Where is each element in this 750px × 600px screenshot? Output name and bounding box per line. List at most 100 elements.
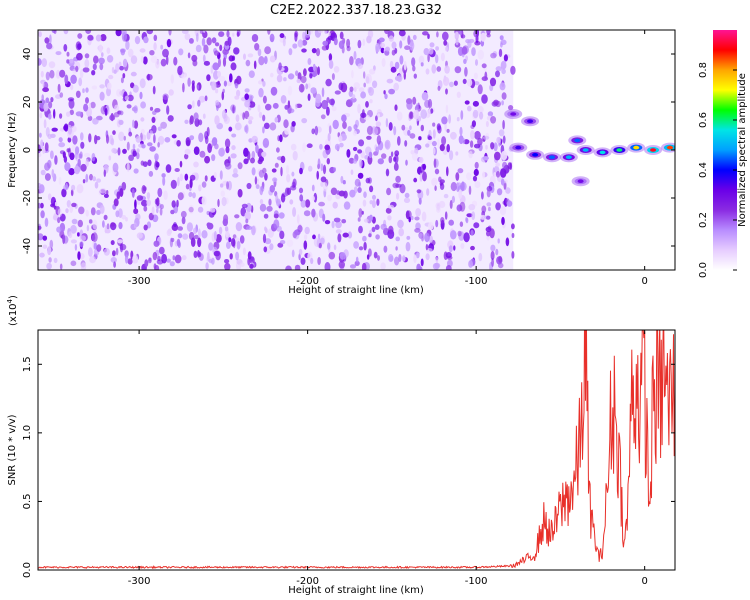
noise-speck	[70, 224, 77, 234]
noise-speck	[262, 126, 265, 134]
noise-speck	[235, 251, 240, 261]
noise-speck	[93, 55, 99, 64]
noise-speck	[300, 257, 306, 265]
noise-speck	[497, 262, 504, 269]
noise-speck	[189, 178, 193, 189]
noise-speck	[150, 130, 153, 135]
noise-speck	[63, 44, 68, 52]
noise-speck	[315, 93, 322, 104]
noise-speck	[165, 164, 172, 173]
noise-speck	[331, 220, 335, 229]
noise-speck	[372, 80, 378, 89]
noise-speck	[146, 131, 151, 140]
noise-speck	[485, 226, 492, 233]
noise-speck	[248, 101, 256, 108]
noise-speck	[44, 142, 49, 152]
noise-speck	[423, 48, 430, 56]
noise-speck	[363, 71, 366, 79]
noise-speck	[490, 116, 497, 124]
noise-speck	[338, 190, 346, 197]
noise-speck	[80, 163, 87, 172]
noise-speck	[207, 143, 213, 154]
noise-speck	[168, 30, 172, 36]
noise-speck	[332, 119, 339, 130]
noise-speck	[48, 257, 52, 263]
noise-speck	[96, 209, 101, 215]
noise-speck	[258, 111, 263, 119]
noise-speck	[185, 137, 191, 146]
noise-speck	[486, 33, 491, 38]
noise-speck	[317, 66, 320, 76]
noise-speck	[291, 171, 295, 177]
noise-speck	[453, 80, 458, 86]
noise-speck	[48, 101, 53, 109]
noise-speck	[157, 126, 162, 132]
noise-speck	[411, 152, 419, 161]
noise-speck	[500, 150, 508, 161]
noise-speck	[113, 261, 116, 268]
noise-speck	[38, 58, 42, 66]
noise-speck	[462, 78, 467, 85]
noise-speck	[357, 187, 362, 193]
noise-speck	[327, 32, 331, 37]
noise-speck	[40, 139, 44, 150]
noise-speck	[324, 262, 331, 270]
noise-speck	[405, 241, 411, 252]
noise-speck	[386, 78, 394, 84]
noise-speck	[244, 100, 251, 108]
noise-speck	[333, 217, 341, 223]
noise-speck	[184, 173, 189, 181]
noise-speck	[222, 57, 227, 67]
noise-speck	[487, 111, 494, 117]
noise-speck	[384, 30, 390, 35]
noise-speck	[432, 147, 436, 155]
noise-speck	[303, 68, 307, 77]
noise-speck	[351, 94, 356, 100]
noise-speck	[333, 167, 336, 172]
noise-speck	[399, 40, 403, 49]
noise-speck	[427, 135, 433, 141]
noise-speck	[403, 197, 411, 203]
noise-speck	[398, 30, 406, 37]
noise-speck	[322, 164, 327, 175]
signal-core	[565, 155, 572, 159]
noise-speck	[43, 102, 49, 112]
noise-speck	[59, 92, 64, 98]
noise-speck	[396, 74, 403, 83]
noise-speck	[247, 251, 252, 260]
noise-speck	[470, 245, 475, 251]
noise-speck	[255, 184, 260, 190]
noise-speck	[340, 175, 344, 184]
noise-speck	[395, 236, 401, 242]
noise-speck	[288, 48, 293, 56]
noise-speck	[494, 151, 501, 161]
noise-speck	[459, 201, 466, 212]
noise-speck	[508, 105, 514, 111]
signal-core	[577, 179, 584, 183]
noise-speck	[177, 233, 183, 239]
noise-speck	[450, 230, 457, 240]
noise-speck	[244, 93, 249, 100]
noise-speck	[189, 115, 194, 125]
noise-speck	[349, 189, 356, 198]
noise-speck	[459, 126, 463, 136]
noise-speck	[375, 121, 382, 127]
noise-speck	[102, 220, 105, 228]
noise-speck	[220, 183, 224, 188]
snr-y-tick-label: 1.5	[22, 356, 33, 372]
noise-speck	[177, 226, 183, 231]
noise-speck	[184, 33, 191, 41]
noise-speck	[369, 214, 373, 222]
noise-speck	[412, 34, 417, 41]
noise-speck	[427, 52, 430, 63]
noise-speck	[485, 120, 489, 128]
noise-speck	[120, 77, 124, 84]
noise-speck	[140, 160, 145, 166]
noise-speck	[246, 182, 252, 190]
noise-speck	[335, 221, 342, 229]
noise-speck	[393, 156, 397, 162]
noise-speck	[442, 76, 450, 86]
noise-speck	[103, 169, 107, 177]
noise-speck	[385, 118, 389, 128]
noise-speck	[206, 37, 212, 46]
